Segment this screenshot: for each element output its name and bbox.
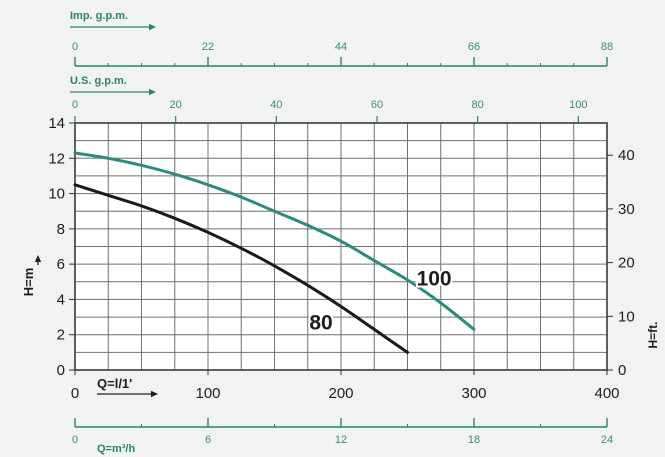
x-tick-label: 100 — [195, 385, 220, 402]
y-left-axis-label: H=m — [21, 268, 36, 297]
curves — [73, 151, 476, 354]
us-gpm-arrow-head — [149, 88, 156, 96]
y-left-tick-label: 8 — [57, 221, 65, 238]
us-gpm-label: U.S. g.p.m. — [70, 75, 127, 87]
series-label-80: 80 — [309, 311, 332, 334]
x-axis-label: Q=l/1' — [97, 376, 132, 391]
series-curve-80 — [73, 183, 409, 354]
series-curve-100 — [73, 151, 476, 331]
series-label-100: 100 — [417, 267, 452, 290]
x-tick-label: 0 — [71, 385, 79, 402]
us-gpm-axis-tick-label: 60 — [371, 99, 383, 111]
y-right-tick-label: 30 — [618, 201, 635, 218]
x-tick-label: 400 — [594, 385, 619, 402]
y-right-tick-label: 0 — [618, 362, 626, 379]
m3h-axis-tick-label: 12 — [335, 434, 347, 446]
y-right-tick-label: 20 — [618, 255, 635, 272]
m3h-axis-tick-label: 18 — [468, 434, 480, 446]
imp-gpm-axis-tick-label: 66 — [468, 41, 480, 53]
m3h-label: Q=m³/h — [97, 443, 135, 455]
us-gpm-axis-tick-label: 80 — [472, 99, 484, 111]
imp-gpm-label: Imp. g.p.m. — [70, 10, 128, 22]
y-left-tick-label: 4 — [57, 291, 65, 308]
axes — [34, 23, 613, 428]
y-left-tick-label: 14 — [48, 115, 65, 132]
m3h-axis-tick-label: 24 — [601, 434, 613, 446]
m3h-axis-tick-label: 0 — [72, 434, 78, 446]
x-tick-label: 300 — [461, 385, 486, 402]
y-left-tick-label: 6 — [57, 256, 65, 273]
m3h-axis-tick-label: 6 — [205, 434, 211, 446]
us-gpm-axis-tick-label: 20 — [170, 99, 182, 111]
y-left-tick-label: 12 — [48, 150, 65, 167]
imp-gpm-axis-tick-label: 88 — [601, 41, 613, 53]
imp-gpm-axis-tick-label: 22 — [202, 41, 214, 53]
x-axis-arrow-head — [151, 390, 158, 398]
x-tick-label: 200 — [328, 385, 353, 402]
us-gpm-axis-tick-label: 100 — [569, 99, 587, 111]
imp-gpm-axis-tick-label: 0 — [72, 41, 78, 53]
us-gpm-axis-tick-label: 40 — [270, 99, 282, 111]
y-right-axis-label: H=ft. — [646, 322, 660, 349]
y-left-tick-label: 10 — [48, 186, 65, 203]
us-gpm-axis-tick-label: 0 — [72, 99, 78, 111]
y-left-tick-label: 2 — [57, 327, 65, 344]
y-right-tick-label: 40 — [618, 147, 635, 164]
imp-gpm-axis-tick-label: 44 — [335, 41, 347, 53]
y-left-arrow-head — [34, 255, 42, 262]
y-right-tick-label: 10 — [618, 308, 635, 325]
y-left-tick-label: 0 — [57, 362, 65, 379]
imp-gpm-arrow-head — [149, 23, 156, 31]
